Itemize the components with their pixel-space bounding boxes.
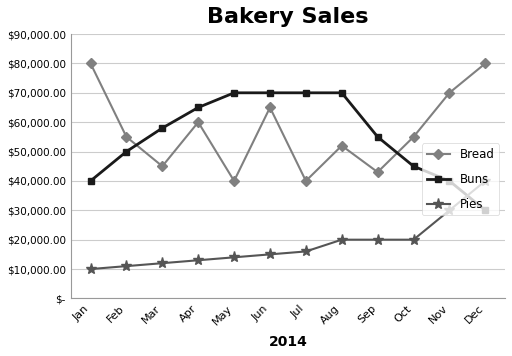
Buns bbox=[123, 150, 130, 154]
Bread bbox=[375, 170, 381, 174]
Buns bbox=[195, 105, 201, 110]
Buns bbox=[159, 126, 165, 130]
Bread bbox=[267, 105, 273, 110]
Bread bbox=[303, 179, 309, 183]
Bread bbox=[195, 120, 201, 124]
Buns bbox=[375, 135, 381, 139]
Pies bbox=[303, 249, 309, 253]
Pies bbox=[267, 252, 273, 257]
Bread bbox=[411, 135, 417, 139]
Pies bbox=[339, 237, 345, 242]
Line: Bread: Bread bbox=[87, 60, 489, 184]
Pies bbox=[231, 255, 237, 260]
Bread bbox=[231, 179, 237, 183]
Buns bbox=[339, 91, 345, 95]
Pies bbox=[123, 264, 130, 268]
Buns bbox=[303, 91, 309, 95]
Pies bbox=[411, 237, 417, 242]
Buns bbox=[267, 91, 273, 95]
Buns bbox=[88, 179, 94, 183]
Legend: Bread, Buns, Pies: Bread, Buns, Pies bbox=[422, 143, 499, 215]
Bread bbox=[88, 61, 94, 66]
Bread bbox=[159, 164, 165, 168]
Pies bbox=[159, 261, 165, 265]
Buns bbox=[482, 208, 488, 213]
Buns bbox=[446, 179, 453, 183]
Bread bbox=[446, 91, 453, 95]
Pies bbox=[375, 237, 381, 242]
Pies bbox=[482, 179, 488, 183]
Buns bbox=[231, 91, 237, 95]
Bread bbox=[123, 135, 130, 139]
Line: Buns: Buns bbox=[87, 89, 489, 214]
Bread bbox=[339, 143, 345, 148]
Pies bbox=[88, 267, 94, 271]
X-axis label: 2014: 2014 bbox=[268, 335, 307, 349]
Line: Pies: Pies bbox=[85, 176, 491, 274]
Buns bbox=[411, 164, 417, 168]
Pies bbox=[446, 208, 453, 213]
Bread bbox=[482, 61, 488, 66]
Title: Bakery Sales: Bakery Sales bbox=[207, 7, 369, 27]
Pies bbox=[195, 258, 201, 262]
